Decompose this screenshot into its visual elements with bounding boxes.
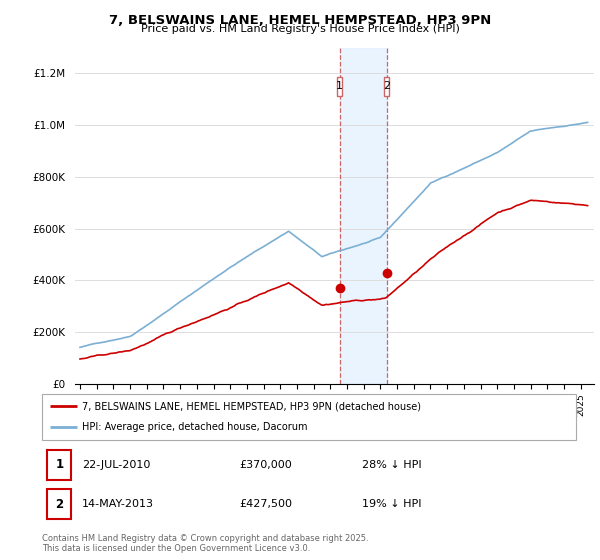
Text: 1: 1 [55,458,64,472]
Text: Price paid vs. HM Land Registry's House Price Index (HPI): Price paid vs. HM Land Registry's House … [140,24,460,34]
Text: 14-MAY-2013: 14-MAY-2013 [82,499,154,509]
Text: 19% ↓ HPI: 19% ↓ HPI [362,499,422,509]
Text: HPI: Average price, detached house, Dacorum: HPI: Average price, detached house, Daco… [82,422,308,432]
Text: 7, BELSWAINS LANE, HEMEL HEMPSTEAD, HP3 9PN: 7, BELSWAINS LANE, HEMEL HEMPSTEAD, HP3 … [109,14,491,27]
Text: £370,000: £370,000 [239,460,292,470]
Text: 7, BELSWAINS LANE, HEMEL HEMPSTEAD, HP3 9PN (detached house): 7, BELSWAINS LANE, HEMEL HEMPSTEAD, HP3 … [82,401,421,411]
Bar [340,48,386,384]
FancyBboxPatch shape [42,394,576,440]
Text: 28% ↓ HPI: 28% ↓ HPI [362,460,422,470]
FancyBboxPatch shape [383,77,389,96]
Text: 22-JUL-2010: 22-JUL-2010 [82,460,151,470]
FancyBboxPatch shape [47,450,71,480]
Text: 2: 2 [383,81,390,91]
FancyBboxPatch shape [47,489,71,519]
Text: 1: 1 [336,81,343,91]
Text: Contains HM Land Registry data © Crown copyright and database right 2025.
This d: Contains HM Land Registry data © Crown c… [42,534,368,553]
Text: 2: 2 [55,497,64,511]
FancyBboxPatch shape [337,77,343,96]
Text: £427,500: £427,500 [239,499,293,509]
